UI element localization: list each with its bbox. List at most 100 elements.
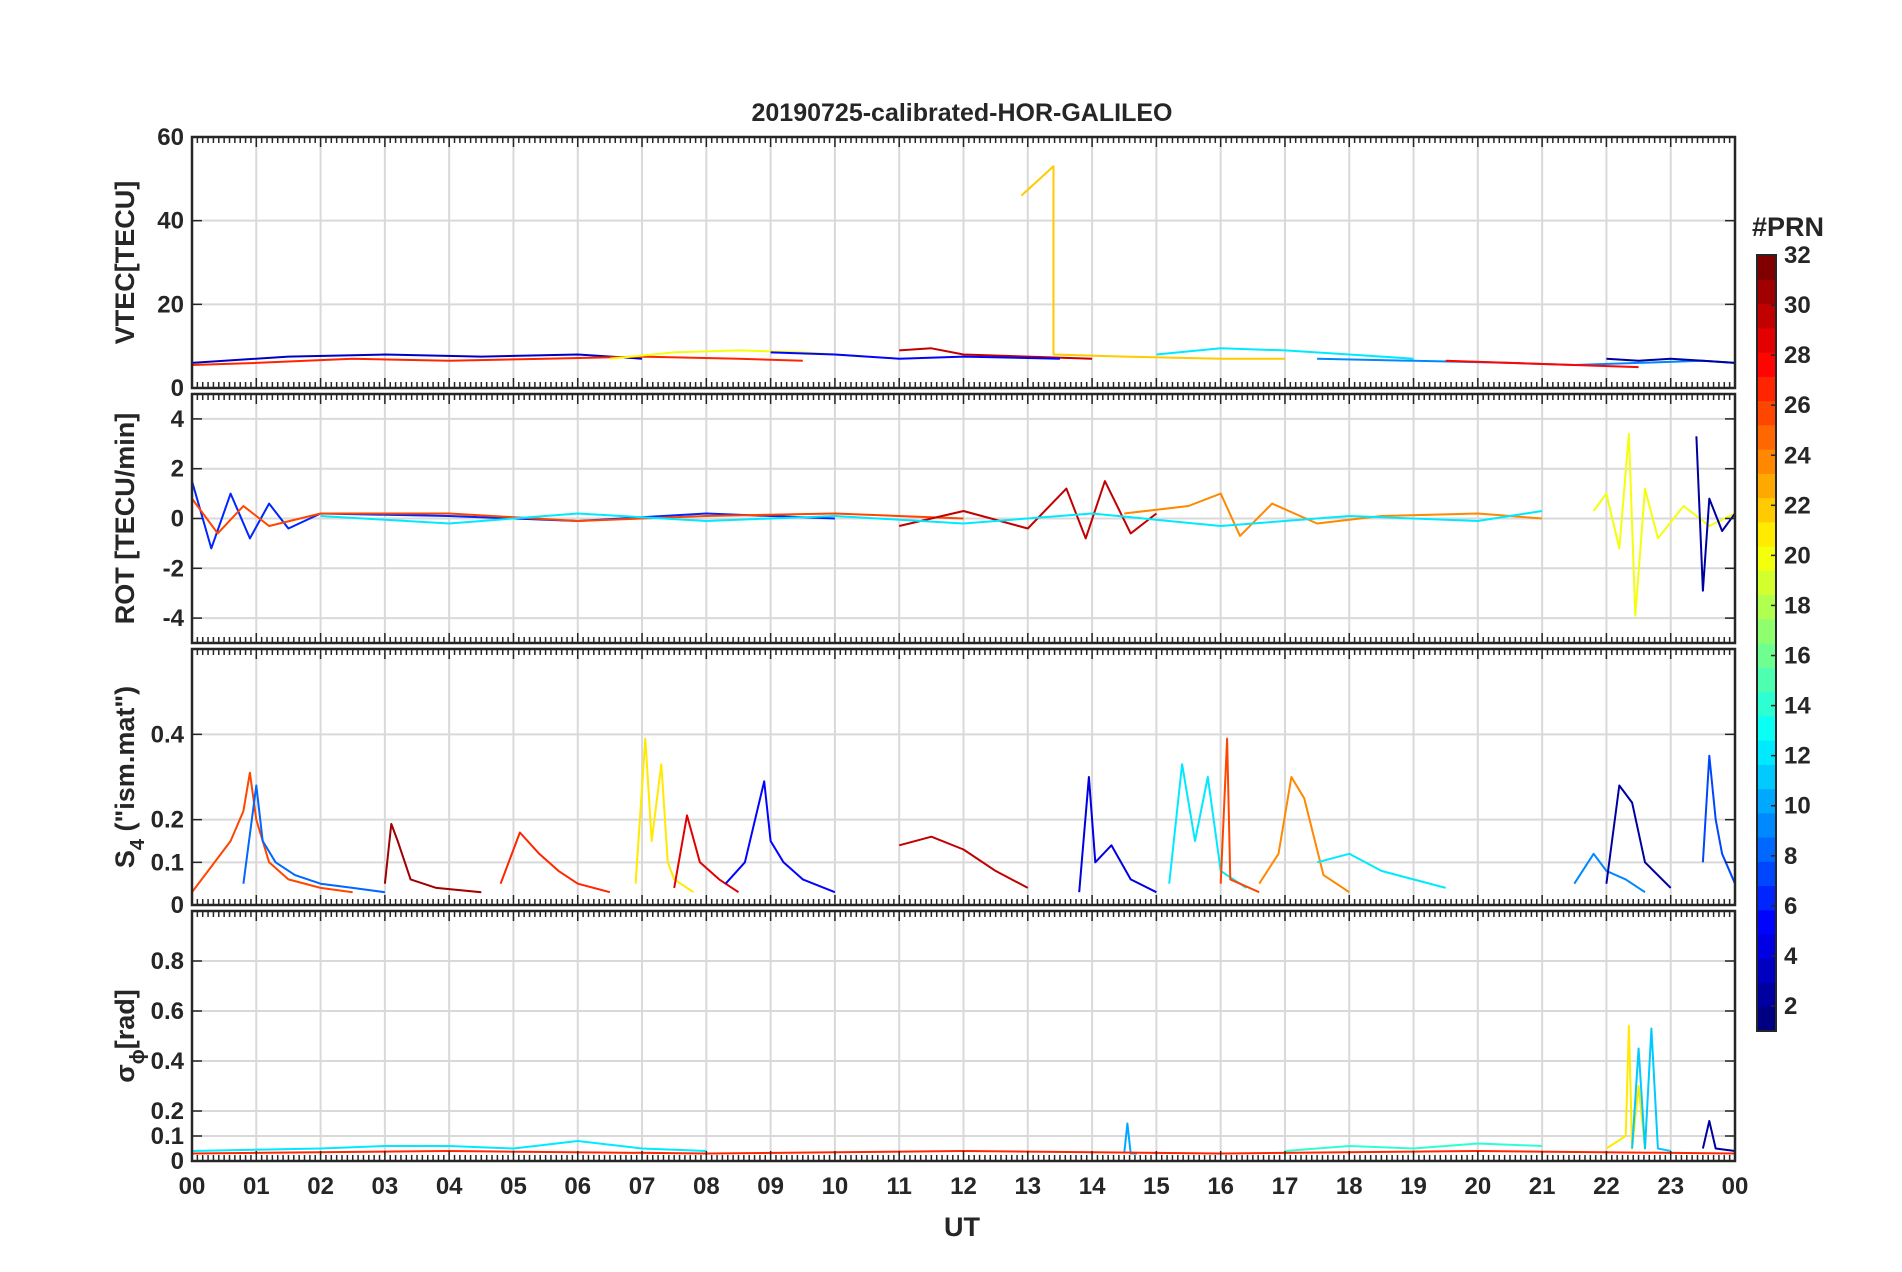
colorbar-tick-label: 16: [1784, 643, 1811, 670]
x-tick-label: 18: [1336, 1173, 1363, 1200]
series-prn-2: [1701, 1120, 1736, 1152]
x-tick-label: 15: [1143, 1173, 1170, 1200]
colorbar-tick-label: 30: [1784, 292, 1811, 319]
colorbar-title: #PRN: [1752, 212, 1824, 242]
y-tick-label: 20: [157, 291, 184, 318]
x-tick-label: 03: [372, 1173, 399, 1200]
series-prn-7: [1701, 754, 1736, 885]
panel-sigma-y-label: σϕ[rad]: [110, 989, 149, 1082]
colorbar-tick-label: 2: [1784, 993, 1797, 1020]
colorbar-tick-label: 6: [1784, 893, 1797, 920]
colorbar-tick-label: 24: [1784, 442, 1811, 469]
colorbar-segment: [1757, 618, 1776, 644]
panel-rot-border: [190, 392, 1737, 645]
colorbar-segment: [1757, 546, 1776, 571]
colorbar-segment: [1757, 424, 1776, 450]
colorbar-segment: [1757, 497, 1776, 523]
x-tick-label: 21: [1529, 1173, 1556, 1200]
series-prn-28: [1445, 359, 1639, 369]
panel-vtec-border: [190, 135, 1737, 390]
series-prn-11: [1631, 1027, 1671, 1152]
x-tick-labels: 00 01 02 03 04 05 06 07 08 09 10 11 12 13 14 15 16 17 18 19…: [179, 1173, 1749, 1200]
series-prn-26: [191, 771, 353, 894]
panel-s4: 0 0.1 0.2 0.4S4 ("ism.mat"): [110, 647, 1737, 919]
colorbar-tick-label: 32: [1784, 242, 1811, 269]
colorbar-segment: [1757, 788, 1776, 814]
y-tick-label: 0.1: [151, 1123, 184, 1150]
colorbar-tick-label: 4: [1784, 943, 1798, 970]
series-prn-8: [242, 784, 386, 894]
y-tick-label: 0.2: [151, 807, 184, 834]
series-prn-21: [1605, 1025, 1646, 1150]
series-prn-4: [1078, 776, 1157, 894]
colorbar-segment: [1757, 352, 1776, 377]
colorbar-segment: [1757, 715, 1776, 741]
y-tick-label: 2: [171, 456, 184, 483]
colorbar-segment: [1757, 303, 1776, 329]
series-prn-30: [898, 480, 1158, 540]
colorbar-segment: [1757, 376, 1776, 402]
y-tick-label: 0.6: [151, 998, 184, 1025]
series-prn-12: [320, 510, 1543, 527]
x-tick-label: 12: [950, 1173, 977, 1200]
series-prn-3: [191, 353, 643, 364]
colorbar-segment: [1757, 449, 1776, 474]
series-prn-21: [634, 737, 695, 894]
colorbar-tick-label: 10: [1784, 793, 1811, 820]
x-tick-label: 07: [629, 1173, 656, 1200]
series-prn-22: [1020, 165, 1285, 360]
series-prn-2: [1606, 357, 1736, 364]
panel-vtec-grid: [192, 137, 1735, 388]
y-tick-label: -2: [163, 555, 184, 582]
x-tick-label: 10: [822, 1173, 849, 1200]
series-prn-30: [899, 347, 1093, 360]
x-tick-label: 19: [1400, 1173, 1427, 1200]
x-tick-label: 02: [307, 1173, 334, 1200]
series-prn-2: [1695, 436, 1736, 592]
series-prn-12: [1156, 347, 1414, 360]
panel-sigma-border: [190, 909, 1737, 1163]
y-tick-label: 40: [157, 208, 184, 235]
series-prn-9: [1573, 852, 1646, 894]
y-tick-label: 0.2: [151, 1098, 184, 1125]
series-prn-26: [1219, 737, 1260, 894]
y-tick-label: 0: [171, 892, 184, 919]
colorbar-segment: [1757, 521, 1776, 547]
series-prn-27: [191, 355, 803, 366]
colorbar-tick-label: 14: [1784, 693, 1811, 720]
panel-s4-series: [191, 737, 1736, 894]
colorbar-tick-label: 8: [1784, 843, 1797, 870]
panel-rot-series: [191, 432, 1736, 617]
colorbar-tick-label: 18: [1784, 592, 1811, 619]
y-tick-label: 0: [171, 375, 184, 402]
series-prn-12: [191, 1140, 707, 1152]
series-prn-12: [1168, 763, 1247, 889]
x-tick-label: 11: [887, 1173, 912, 1200]
panel-s4-border: [190, 647, 1737, 907]
colorbar-segment: [1757, 327, 1776, 353]
x-tick-label: 22: [1593, 1173, 1620, 1200]
series-prn-5: [724, 780, 836, 894]
series-prn-20: [1592, 432, 1736, 617]
y-tick-label: 4: [171, 406, 185, 433]
colorbar-segment: [1757, 982, 1776, 1008]
series-prn-24: [1258, 776, 1350, 894]
colorbar-segment: [1757, 691, 1776, 717]
colorbar-tick-label: 20: [1784, 542, 1811, 569]
colorbar-segment: [1757, 400, 1776, 426]
series-prn-5: [770, 351, 1060, 360]
colorbar-tick-label: 26: [1784, 392, 1811, 419]
x-tick-label: 00: [1722, 1173, 1749, 1200]
series-prn-12: [1316, 852, 1446, 889]
panel-vtec-y-label: VTEC[TECU]: [110, 181, 140, 345]
colorbar-segment: [1757, 643, 1776, 668]
panel-rot: -4 -2 0 2 4 ROT [TECU/min]: [110, 392, 1737, 645]
y-tick-label: 0: [171, 506, 184, 533]
panel-rot-y-label: ROT [TECU/min]: [110, 413, 140, 624]
colorbar-segment: [1757, 473, 1776, 499]
series-prn-26: [191, 498, 964, 535]
colorbar-border: [1756, 254, 1777, 1032]
x-tick-label: 05: [500, 1173, 527, 1200]
